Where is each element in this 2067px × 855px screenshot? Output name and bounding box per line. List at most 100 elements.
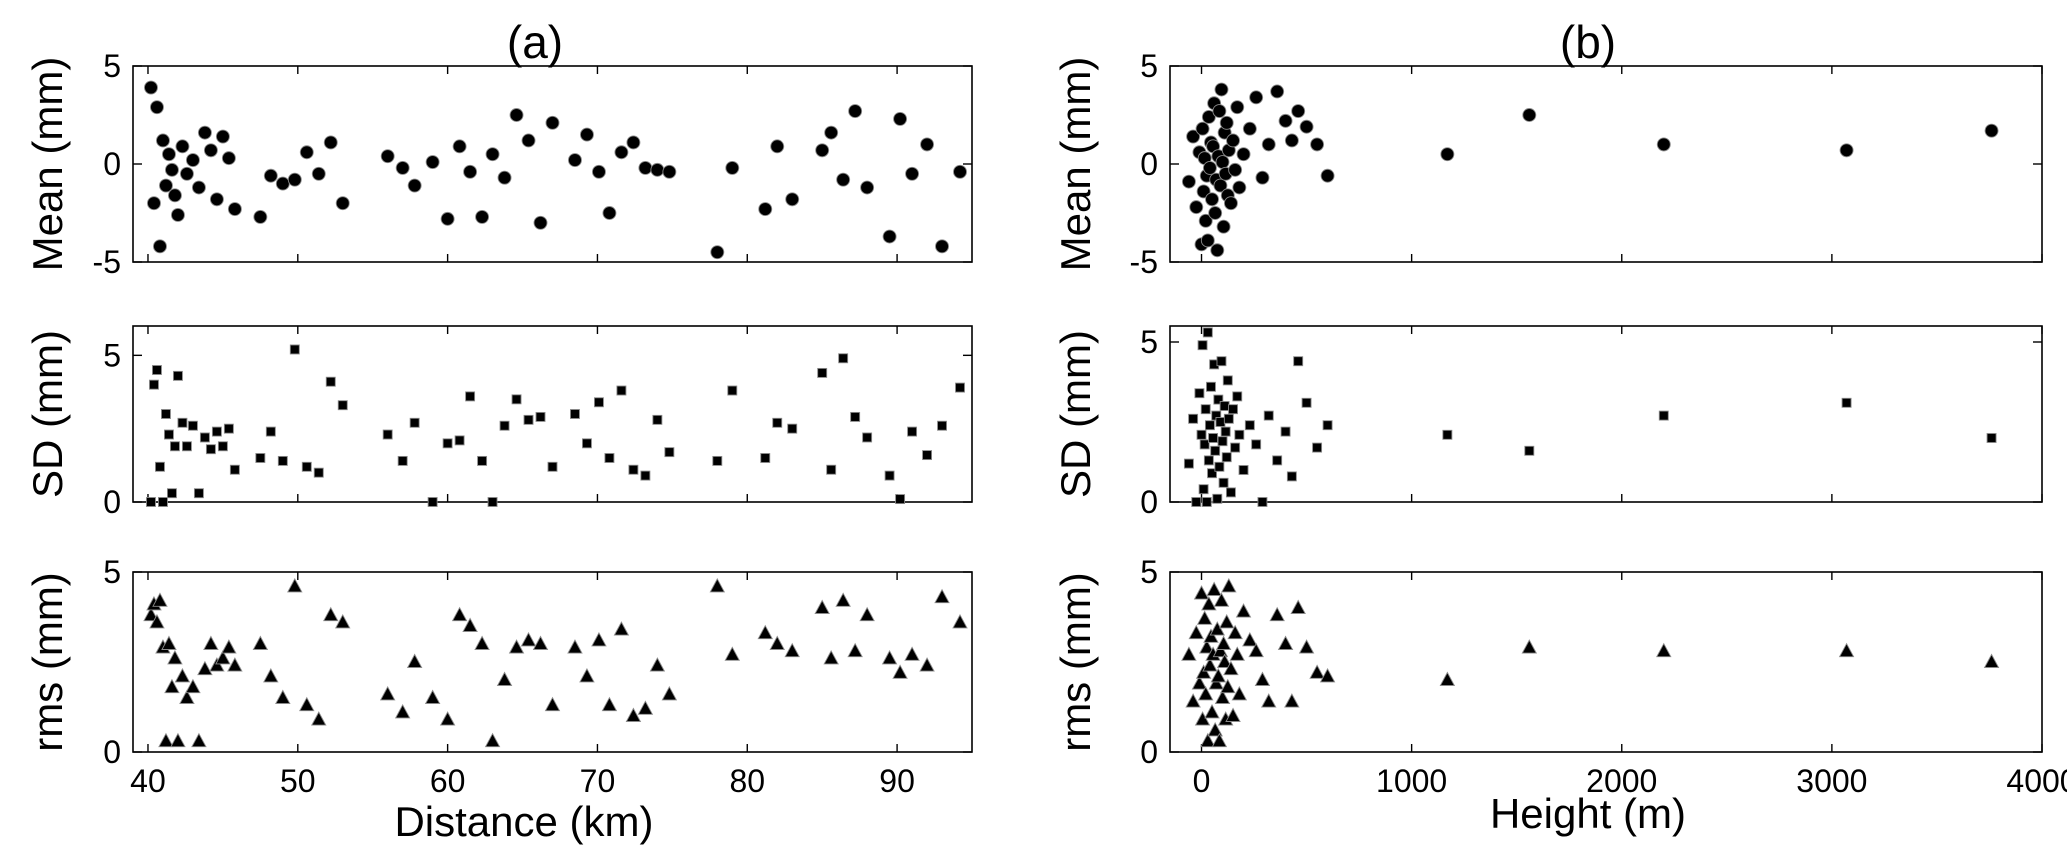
data-point [1658, 410, 1669, 421]
y-tick-label: 5 [103, 554, 121, 590]
data-point [155, 461, 165, 472]
data-point [1231, 685, 1248, 701]
data-point [193, 488, 204, 499]
data-point [847, 642, 863, 658]
data-point [545, 115, 560, 130]
x-tick-label: 40 [130, 763, 166, 799]
data-point [452, 139, 467, 154]
data-point [1215, 155, 1230, 169]
data-point [255, 453, 266, 463]
data-point [1191, 497, 1202, 507]
data-point [567, 639, 583, 654]
data-point [650, 162, 665, 177]
y-axis-label: Mean (mm) [24, 57, 71, 272]
data-point [601, 696, 618, 712]
data-point [170, 208, 185, 222]
data-point [380, 149, 395, 164]
data-point [1235, 603, 1252, 618]
data-point [1209, 621, 1226, 636]
data-point [893, 111, 908, 126]
data-point [1249, 90, 1264, 105]
data-point [425, 155, 440, 169]
data-point [1210, 243, 1225, 258]
data-point [935, 239, 949, 254]
data-point [535, 411, 546, 422]
data-point [838, 353, 849, 364]
panel-title-a: (a) [507, 16, 563, 68]
data-point [1227, 624, 1243, 640]
data-point [1269, 606, 1285, 622]
data-point [1211, 732, 1228, 748]
data-point [638, 160, 653, 175]
data-point [487, 497, 498, 507]
data-point [164, 678, 180, 694]
data-point [221, 639, 237, 654]
data-point [287, 172, 302, 187]
data-point [1215, 417, 1226, 427]
data-point [149, 379, 159, 390]
x-tick-label: 4000 [2006, 763, 2067, 799]
data-point [579, 667, 595, 683]
data-point [1203, 455, 1214, 466]
data-point [1214, 461, 1225, 472]
data-point [509, 108, 524, 122]
data-point [334, 613, 351, 629]
data-point [1201, 595, 1217, 611]
data-point [191, 180, 206, 195]
data-point [485, 147, 500, 162]
x-tick-label: 0 [1193, 763, 1211, 799]
x-tick-label: 1000 [1376, 763, 1447, 799]
data-point [591, 164, 606, 179]
data-point [508, 639, 525, 654]
data-point [1228, 162, 1243, 177]
data-point [161, 409, 171, 419]
data-point [1986, 433, 1997, 443]
x-tick-label: 50 [280, 763, 316, 799]
data-point [580, 127, 594, 142]
data-point [394, 703, 411, 719]
plot-b-rms: 0 5 0 1000 2000 3000 4000 rms (mm) [1052, 554, 2067, 799]
data-point [159, 178, 173, 193]
data-point [1212, 642, 1229, 658]
data-point [712, 455, 723, 466]
data-point [1284, 693, 1300, 708]
data-point [1309, 664, 1325, 679]
data-point [1261, 693, 1277, 708]
data-point [725, 160, 740, 175]
data-point [227, 202, 242, 217]
data-point [454, 435, 465, 446]
data-point [814, 599, 830, 614]
data-point [323, 135, 338, 150]
data-point [197, 125, 212, 140]
data-point [1210, 445, 1221, 456]
data-point [1185, 693, 1201, 708]
data-point [199, 432, 210, 443]
data-point [1263, 410, 1274, 421]
data-point [1183, 458, 1194, 469]
data-point [770, 139, 785, 154]
data-point [1257, 497, 1268, 507]
data-point [1208, 675, 1224, 690]
data-point [203, 635, 219, 650]
data-point [1522, 108, 1537, 122]
data-point [817, 367, 828, 378]
data-point [209, 657, 225, 672]
plot-a-rms: 0 5 40 50 60 70 80 90 rms (mm) [24, 554, 973, 799]
data-point [203, 143, 218, 158]
data-point [170, 732, 186, 748]
data-point [1984, 123, 1999, 138]
data-point [1202, 657, 1218, 672]
data-point [1291, 104, 1306, 119]
data-point [1191, 675, 1208, 690]
data-point [221, 151, 236, 166]
data-point [442, 438, 453, 449]
data-point [1439, 671, 1456, 686]
data-point [1199, 639, 1215, 654]
data-point [150, 100, 164, 115]
data-point [882, 229, 897, 244]
data-point [1196, 610, 1213, 625]
plot-frame [1169, 65, 2043, 263]
data-point [1232, 180, 1247, 195]
data-point [1214, 689, 1231, 704]
data-point [215, 129, 230, 144]
